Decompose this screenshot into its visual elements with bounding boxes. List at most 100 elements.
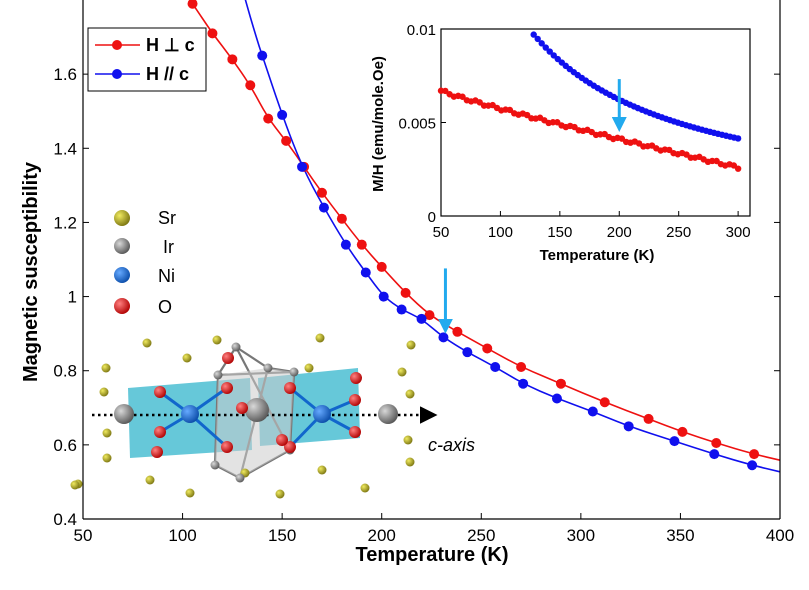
sr-atom — [212, 335, 222, 345]
ir-octahedron — [215, 368, 294, 478]
inset-x-tick-label: 50 — [433, 224, 450, 241]
inset-x-tick-label: 200 — [607, 224, 632, 241]
inset-data-point — [506, 106, 514, 114]
ir-small-atom — [210, 460, 220, 470]
data-point — [187, 0, 198, 9]
inset-data-point — [442, 87, 449, 95]
data-point — [316, 187, 327, 198]
ni-swatch — [114, 267, 130, 283]
sr-atom — [102, 453, 112, 463]
o-atom — [222, 352, 234, 364]
data-point — [356, 239, 367, 250]
data-point — [518, 378, 529, 389]
inset-y-tick-label: 0 — [428, 209, 436, 226]
x-tick-label: 300 — [567, 526, 595, 545]
data-point — [416, 313, 427, 324]
inset-chart: 50 100 150 200 250 300 0 0.005 0.01 Temperature… — [370, 22, 751, 264]
inset-data-point — [459, 93, 466, 100]
x-axis-label: Temperature (K) — [356, 544, 509, 566]
sr-atom — [101, 363, 111, 373]
sr-atom — [360, 483, 370, 493]
sr-atom — [275, 489, 285, 499]
ir-small-atom — [235, 473, 245, 483]
data-point — [709, 449, 720, 460]
data-point — [340, 239, 351, 250]
y-tick-label: 1.6 — [53, 65, 77, 84]
data-point — [587, 406, 598, 417]
legend: H ⊥ c H // c — [87, 27, 207, 92]
ir-atom — [378, 404, 398, 424]
data-point — [400, 287, 411, 298]
o-atom — [350, 372, 362, 384]
data-point — [599, 397, 610, 408]
sr-atom — [182, 353, 192, 363]
inset-x-axis-label: Temperature (K) — [540, 247, 655, 264]
inset-y-tick-label: 0.005 — [398, 116, 436, 133]
data-point — [207, 28, 218, 39]
y-axis-label: Magnetic susceptibility — [20, 161, 42, 382]
ir-label: Ir — [163, 237, 174, 257]
ni-atom — [313, 405, 331, 423]
o-atom — [154, 386, 166, 398]
y-tick-label: 0.4 — [53, 510, 77, 529]
ir-small-atom — [263, 363, 273, 373]
o-atom — [151, 446, 163, 458]
data-point — [376, 261, 387, 272]
data-point — [396, 304, 407, 315]
ir-small-atom — [213, 370, 223, 380]
ir-small-atom — [231, 342, 241, 352]
x-tick-label: 350 — [666, 526, 694, 545]
sr-atom — [304, 363, 314, 373]
sr-atom — [405, 389, 415, 399]
data-point — [336, 213, 347, 224]
legend-marker-perp — [112, 40, 122, 50]
crystal-structure-illustration: Sr Ir Ni O — [70, 208, 475, 499]
o-atom — [236, 402, 248, 414]
o-label: O — [158, 297, 172, 317]
sr-atom — [315, 333, 325, 343]
data-point — [360, 267, 371, 278]
inset-y-tick-label: 0.01 — [407, 22, 436, 39]
x-tick-label: 50 — [74, 526, 93, 545]
element-legend: Sr Ir Ni O — [114, 208, 176, 317]
sr-label: Sr — [158, 208, 176, 228]
x-tick-label: 200 — [368, 526, 396, 545]
data-point — [677, 426, 688, 437]
o-swatch — [114, 298, 130, 314]
legend-label-perp: H ⊥ c — [146, 35, 195, 55]
data-point — [623, 421, 634, 432]
x-tick-label: 150 — [268, 526, 296, 545]
data-point — [263, 113, 274, 124]
data-point — [669, 436, 680, 447]
inset-data-point — [538, 40, 545, 47]
sr-atom — [70, 480, 80, 490]
data-point — [516, 362, 527, 373]
legend-marker-par — [112, 69, 122, 79]
sr-atom — [405, 457, 415, 467]
data-point — [378, 291, 389, 302]
inset-data-point — [530, 31, 537, 38]
inset-x-tick-label: 150 — [547, 224, 572, 241]
sr-atom — [142, 338, 152, 348]
inset-data-point — [542, 44, 549, 51]
inset-data-point — [546, 48, 553, 55]
o-atom — [284, 441, 296, 453]
data-point — [277, 109, 288, 120]
sr-swatch — [114, 210, 130, 226]
sr-atom — [397, 367, 407, 377]
sr-atom — [406, 340, 416, 350]
data-point — [452, 326, 463, 337]
o-atom — [284, 382, 296, 394]
data-point — [711, 438, 722, 449]
y-tick-label: 1 — [68, 288, 77, 307]
data-point — [245, 80, 256, 91]
sr-atom — [185, 488, 195, 498]
legend-label-par: H // c — [146, 64, 189, 84]
ir-atom — [114, 404, 134, 424]
y-tick-label: 1.2 — [53, 213, 77, 232]
o-atom — [221, 441, 233, 453]
inset-y-axis-label: M/H (emu/mole.Oe) — [370, 56, 387, 192]
y-tick-label: 1.4 — [53, 139, 77, 158]
x-tick-label: 400 — [766, 526, 794, 545]
